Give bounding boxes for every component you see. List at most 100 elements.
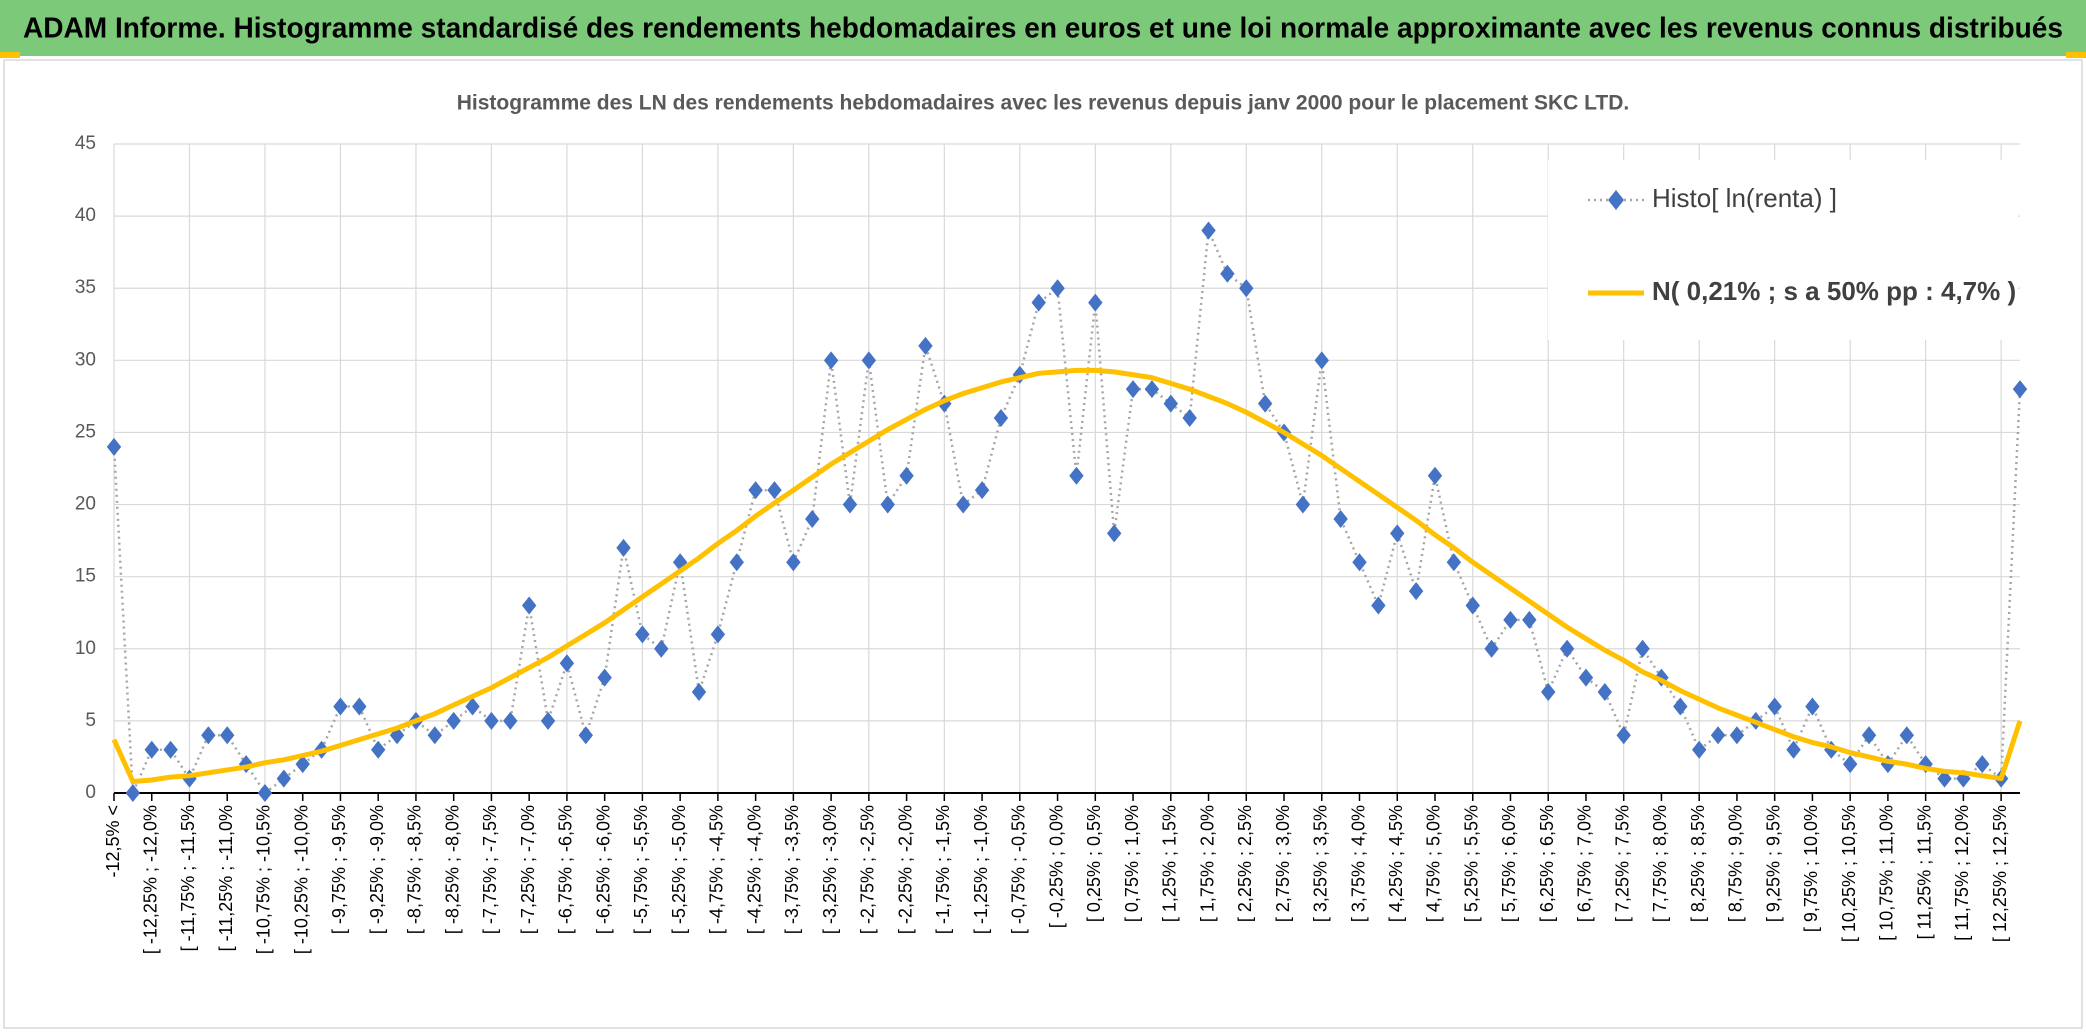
x-tick-label: [ 0,25% ; 0,5% xyxy=(1084,805,1104,922)
data-point xyxy=(786,553,801,572)
legend-label: N( 0,21% ; s a 50% pp : 4,7% ) xyxy=(1652,276,2016,306)
x-tick-label: [ 5,25% ; 5,5% xyxy=(1461,805,1481,922)
x-tick-label: [ -6,75% ; -6,5% xyxy=(556,805,576,934)
data-point xyxy=(1503,610,1518,629)
data-point xyxy=(163,740,178,759)
data-point xyxy=(370,740,386,759)
data-point xyxy=(1842,755,1858,774)
data-point xyxy=(1522,610,1537,629)
data-point xyxy=(635,625,650,644)
x-tick-label: [ 4,25% ; 4,5% xyxy=(1386,805,1406,922)
x-tick-label: [ 1,25% ; 1,5% xyxy=(1160,805,1180,922)
y-tick-label: 30 xyxy=(75,349,96,370)
data-point xyxy=(1182,409,1197,428)
data-point xyxy=(823,351,839,370)
x-tick-label: [ 9,25% ; 9,5% xyxy=(1763,805,1783,922)
x-tick-label: [ 6,75% ; 7,0% xyxy=(1575,805,1595,922)
title-bar xyxy=(0,0,2086,56)
data-point xyxy=(654,639,669,658)
x-tick-label: [ -2,25% ; -2,0% xyxy=(895,805,915,934)
data-point xyxy=(559,654,575,673)
x-tick-label: [ -8,25% ; -8,0% xyxy=(442,805,462,934)
data-point xyxy=(446,711,461,730)
data-point xyxy=(540,711,556,730)
data-point xyxy=(1257,394,1273,413)
x-tick-label: [ -10,25% ; -10,0% xyxy=(291,805,311,954)
data-point xyxy=(1597,683,1613,702)
x-tick-label: [ 10,75% ; 11,0% xyxy=(1877,805,1897,941)
data-point xyxy=(1314,351,1329,370)
data-point xyxy=(880,495,895,514)
x-tick-label: [ -3,25% ; -3,0% xyxy=(820,805,840,934)
legend-label: Histo[ ln(renta) ] xyxy=(1652,183,1837,213)
data-point xyxy=(729,553,744,572)
data-point xyxy=(672,553,688,572)
y-tick-label: 20 xyxy=(75,494,96,515)
x-tick-label: [ -6,25% ; -6,0% xyxy=(593,805,613,934)
data-point xyxy=(1861,726,1877,745)
data-point xyxy=(1088,293,1103,312)
data-point xyxy=(352,697,367,716)
x-tick-label: [ -3,75% ; -3,5% xyxy=(782,805,802,934)
x-tick-label: [ -0,25% ; 0,0% xyxy=(1046,805,1066,928)
data-point xyxy=(1446,553,1462,572)
data-point xyxy=(106,437,122,456)
x-tick-label: [ 7,25% ; 7,5% xyxy=(1612,805,1632,922)
y-tick-label: 35 xyxy=(75,277,96,298)
data-point xyxy=(748,481,763,500)
data-point xyxy=(1465,596,1480,615)
x-tick-label: [ -1,25% ; -1,0% xyxy=(971,805,991,934)
data-point xyxy=(1541,683,1556,702)
data-point xyxy=(1559,639,1575,658)
data-point xyxy=(993,409,1009,428)
data-point xyxy=(899,466,914,485)
data-point xyxy=(1427,466,1443,485)
data-point xyxy=(1484,639,1499,658)
data-point xyxy=(427,726,443,745)
x-tick-label: [ -12,25% ; -12,0% xyxy=(140,805,160,954)
y-tick-label: 15 xyxy=(75,566,96,587)
x-tick-label: [ 6,25% ; 6,5% xyxy=(1537,805,1557,922)
series-line xyxy=(111,367,2023,784)
data-point xyxy=(1050,279,1065,298)
x-tick-label: [ 8,25% ; 8,5% xyxy=(1688,805,1708,922)
data-point xyxy=(805,509,820,528)
data-point xyxy=(578,726,593,745)
data-point xyxy=(1805,697,1820,716)
data-point xyxy=(503,711,518,730)
corner-accent xyxy=(2066,52,2086,58)
data-point xyxy=(956,495,971,514)
data-point xyxy=(861,351,877,370)
x-tick-label: [ 8,75% ; 9,0% xyxy=(1726,805,1746,922)
x-tick-label: [ -4,75% ; -4,5% xyxy=(707,805,727,934)
page-title: ADAM Informe. Histogramme standardisé de… xyxy=(23,13,2063,45)
x-tick-label: [ 2,25% ; 2,5% xyxy=(1235,805,1255,922)
data-point xyxy=(1069,466,1084,485)
x-tick-label: [ 3,25% ; 3,5% xyxy=(1311,805,1331,922)
x-tick-label: [ 11,75% ; 12,0% xyxy=(1952,805,1972,941)
data-point xyxy=(1333,509,1348,528)
x-tick-label: [ -7,75% ; -7,5% xyxy=(480,805,500,934)
data-point xyxy=(201,726,216,745)
data-point xyxy=(710,625,726,644)
x-tick-label: [ -1,75% ; -1,5% xyxy=(933,805,953,934)
x-tick-label: [ -0,75% ; -0,5% xyxy=(1009,805,1029,934)
data-point xyxy=(1163,394,1178,413)
y-tick-label: 25 xyxy=(75,421,96,442)
x-tick-label: [ -5,75% ; -5,5% xyxy=(631,805,651,934)
x-tick-label: [ -2,75% ; -2,5% xyxy=(858,805,878,934)
data-point xyxy=(1899,726,1914,745)
data-point xyxy=(842,495,858,514)
legend-box xyxy=(1548,160,2018,340)
x-tick-label: -12,5% < xyxy=(103,805,123,878)
data-point xyxy=(1031,293,1046,312)
data-point xyxy=(1673,697,1688,716)
data-point xyxy=(974,481,990,500)
data-point xyxy=(1786,740,1801,759)
data-point xyxy=(144,740,159,759)
corner-accent xyxy=(0,52,20,58)
data-point xyxy=(1239,279,1254,298)
x-tick-label: [ -8,75% ; -8,5% xyxy=(405,805,425,934)
